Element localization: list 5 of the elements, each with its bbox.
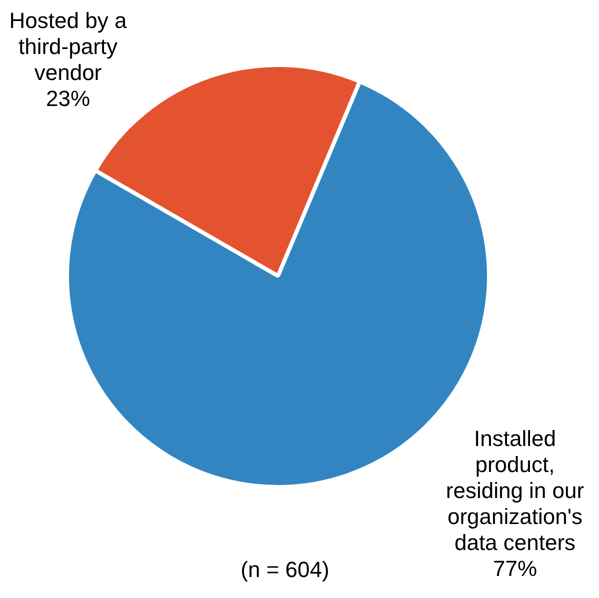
data-label: 77% xyxy=(492,556,538,582)
data-label: 23% xyxy=(46,86,90,112)
slice-label: Hosted by a third-party vendor xyxy=(9,8,128,86)
text: (n = 604) xyxy=(240,557,330,583)
slice-label: Installed product, residing in our organization's data centers xyxy=(446,426,584,556)
